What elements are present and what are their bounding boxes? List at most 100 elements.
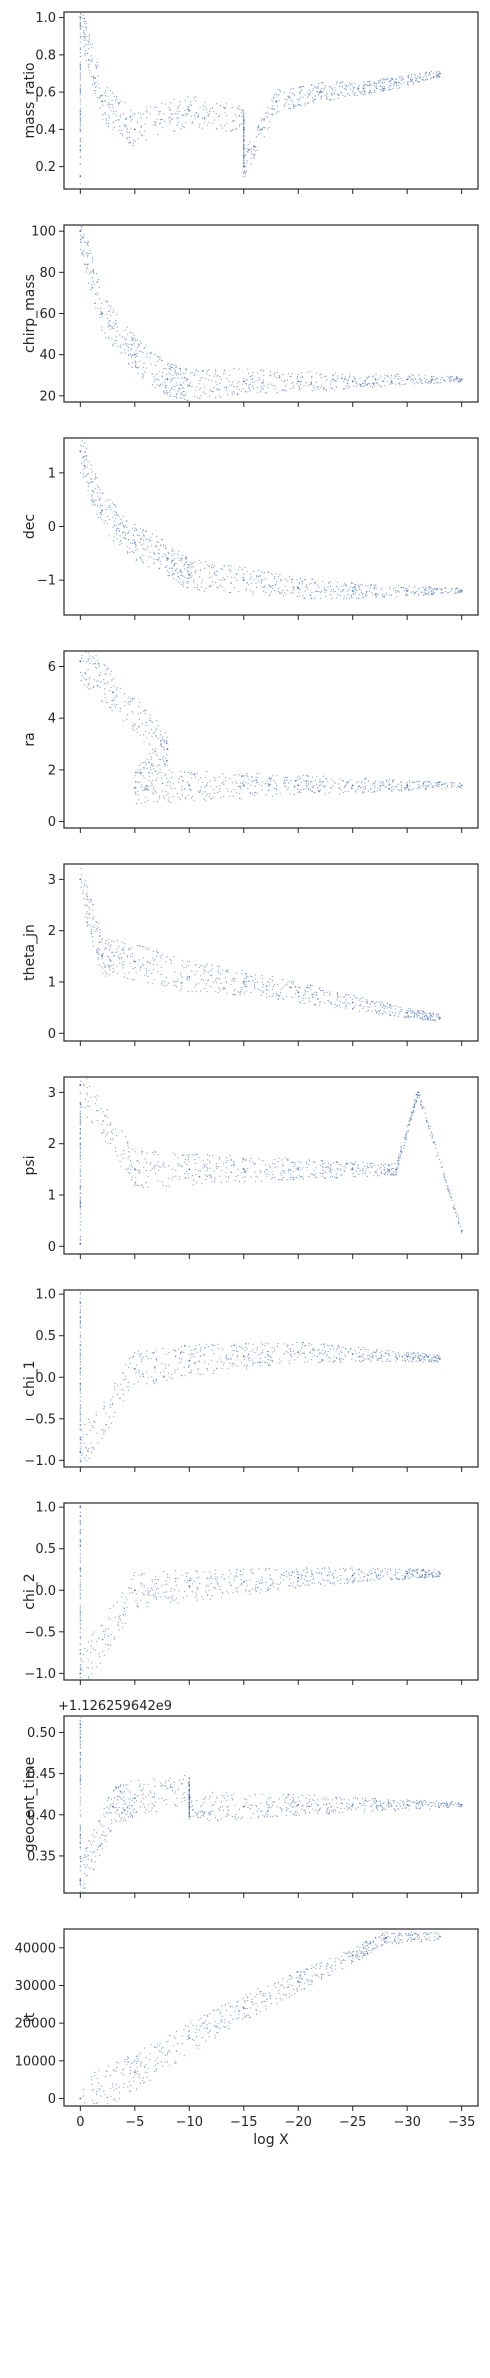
cloud-point — [262, 586, 264, 588]
cloud-point — [375, 373, 377, 375]
cloud-point — [296, 595, 298, 597]
cloud-point — [264, 578, 266, 580]
cloud-point — [363, 382, 365, 385]
cloud-point — [104, 1114, 106, 1116]
cloud-point — [215, 977, 217, 979]
cloud-point — [305, 991, 307, 993]
cloud-point — [99, 497, 101, 499]
cloud-point — [91, 900, 93, 902]
cloud-point — [82, 1083, 85, 1085]
cloud-point — [226, 386, 228, 388]
cloud-point — [274, 1176, 276, 1178]
cloud-point — [250, 379, 252, 381]
cloud-point — [413, 781, 416, 784]
cloud-point — [200, 586, 202, 588]
cloud-point — [397, 1162, 400, 1164]
cloud-point — [83, 241, 85, 243]
cloud-point — [156, 765, 158, 767]
cloud-point — [227, 576, 229, 578]
cloud-point — [437, 783, 439, 785]
cloud-point — [335, 1173, 337, 1175]
cloud-point — [439, 588, 441, 590]
cloud-point — [132, 337, 134, 340]
cloud-point — [79, 28, 81, 30]
cloud-point — [388, 1172, 390, 1174]
cloud-point — [191, 386, 193, 388]
cloud-point — [240, 786, 242, 788]
cloud-point — [260, 382, 262, 384]
cloud-point — [441, 588, 443, 590]
cloud-point — [142, 529, 145, 531]
cloud-point — [310, 384, 312, 386]
cloud-point — [163, 741, 165, 744]
cloud-point — [79, 21, 81, 23]
cloud-point — [321, 91, 323, 93]
cloud-point — [399, 1006, 401, 1009]
cloud-point — [427, 1019, 429, 1021]
cloud-point — [172, 981, 175, 983]
cloud-point — [120, 114, 122, 116]
cloud-point — [271, 105, 273, 107]
cloud-point — [95, 85, 97, 87]
cloud-point — [87, 65, 89, 67]
cloud-point — [88, 924, 90, 926]
cloud-point — [351, 597, 353, 599]
cloud-point — [144, 130, 146, 132]
cloud-point — [117, 955, 119, 957]
cloud-point — [191, 1154, 193, 1156]
y-tick-label: 20 — [39, 389, 56, 404]
cloud-point — [287, 95, 289, 97]
cloud-point — [187, 794, 189, 796]
cloud-point — [159, 111, 161, 113]
cloud-point — [181, 780, 184, 782]
cloud-point — [116, 948, 118, 950]
cloud-point — [298, 1166, 300, 1168]
cloud-point — [326, 379, 328, 381]
cloud-point — [79, 67, 81, 69]
cloud-point — [337, 593, 339, 595]
cloud-point — [155, 779, 157, 782]
cloud-point — [395, 375, 397, 378]
cloud-point — [253, 148, 255, 150]
cloud-point — [220, 796, 222, 799]
cloud-point — [108, 116, 110, 119]
cloud-point — [225, 1171, 227, 1173]
data-point — [112, 691, 114, 694]
cloud-point — [103, 1120, 105, 1122]
cloud-point — [277, 590, 280, 593]
cloud-point — [289, 793, 291, 795]
cloud-point — [243, 159, 245, 161]
cloud-point — [266, 984, 268, 986]
cloud-point — [334, 590, 336, 593]
cloud-point — [308, 1175, 310, 1177]
cloud-point — [111, 710, 113, 712]
cloud-point — [382, 596, 384, 598]
cloud-point — [423, 377, 425, 379]
cloud-point — [106, 1109, 109, 1111]
cloud-point — [383, 1003, 385, 1005]
cloud-point — [131, 953, 133, 955]
cloud-point — [431, 592, 433, 595]
cloud-point — [374, 1009, 377, 1011]
cloud-point — [111, 502, 113, 504]
cloud-point — [116, 339, 118, 342]
cloud-point — [329, 585, 332, 587]
cloud-point — [233, 1165, 235, 1167]
cloud-point — [92, 940, 94, 942]
cloud-point — [223, 369, 225, 371]
cloud-point — [309, 371, 311, 373]
cloud-point — [338, 1004, 340, 1006]
cloud-point — [79, 113, 81, 115]
cloud-point — [281, 1159, 283, 1161]
cloud-point — [308, 89, 310, 91]
cloud-point — [434, 587, 436, 590]
cloud-point — [414, 1012, 416, 1014]
cloud-point — [278, 376, 280, 378]
cloud-point — [124, 973, 126, 975]
cloud-point — [154, 750, 156, 752]
cloud-point — [107, 938, 109, 940]
cloud-point — [173, 395, 175, 398]
cloud-point — [106, 1124, 108, 1126]
cloud-point — [79, 55, 81, 58]
cloud-point — [299, 1176, 302, 1178]
